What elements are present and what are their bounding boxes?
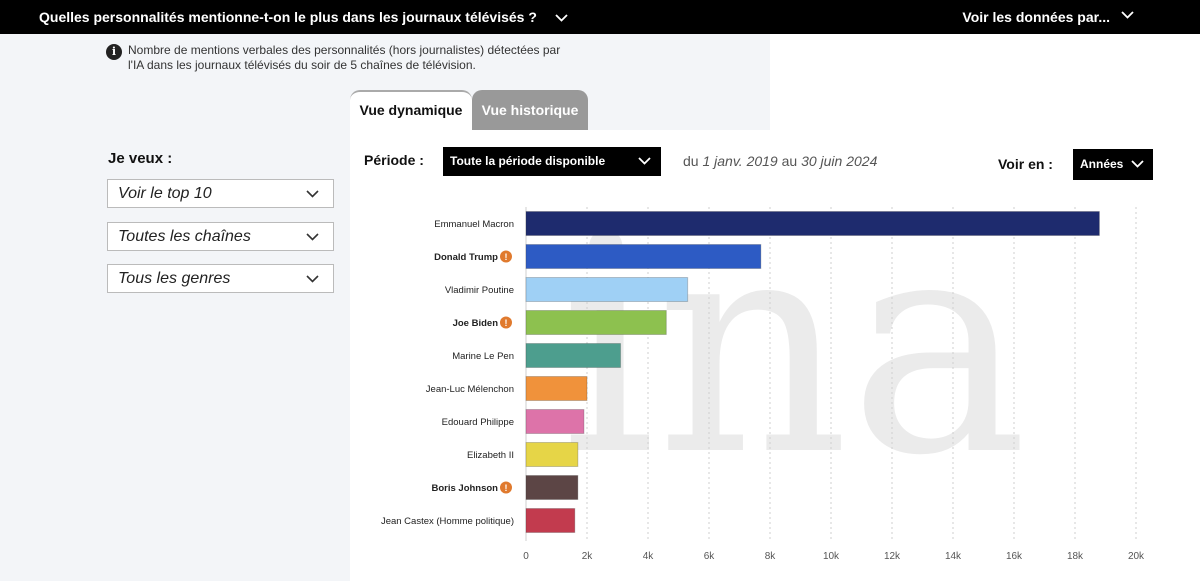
- tab-vue-dynamique[interactable]: Vue dynamique: [350, 90, 472, 130]
- info-text: Nombre de mentions verbales des personna…: [128, 43, 561, 72]
- question-text: Quelles personnalités mentionne-t-on le …: [39, 9, 537, 25]
- date-range-end: 30 juin 2024: [801, 153, 878, 169]
- header-background: [770, 34, 1200, 130]
- alert-icon[interactable]: [500, 250, 512, 263]
- category-label: Edouard Philippe: [442, 417, 514, 428]
- date-range: du 1 janv. 2019 au 30 juin 2024: [683, 153, 877, 169]
- bar[interactable]: [525, 310, 667, 335]
- top-select-value: Voir le top 10: [118, 185, 212, 202]
- chevron-down-icon: [1131, 160, 1144, 168]
- chevron-down-icon: [306, 275, 319, 283]
- bar[interactable]: [525, 343, 622, 368]
- category-label: Jean-Luc Mélenchon: [426, 384, 514, 395]
- chevron-down-icon: [1121, 11, 1134, 19]
- category-label: Joe Biden: [453, 318, 499, 329]
- x-tick-label: 4k: [643, 551, 655, 562]
- view-in-label: Voir en :: [998, 156, 1053, 172]
- view-in-select-value: Années: [1080, 157, 1124, 171]
- main-panel: [350, 130, 1200, 581]
- x-tick-label: 0: [523, 551, 529, 562]
- bar[interactable]: [525, 211, 1100, 236]
- genres-select-value: Tous les genres: [118, 270, 231, 287]
- date-range-prefix: du: [683, 153, 699, 169]
- category-label: Elizabeth II: [467, 450, 514, 461]
- info-icon: i: [106, 44, 122, 60]
- genres-select[interactable]: Tous les genres: [107, 264, 334, 293]
- bar[interactable]: [525, 475, 579, 500]
- bar[interactable]: [525, 277, 689, 302]
- x-tick-label: 2k: [582, 551, 594, 562]
- bar[interactable]: [525, 244, 762, 269]
- channels-select-value: Toutes les chaînes: [118, 228, 251, 245]
- top-bar: Quelles personnalités mentionne-t-on le …: [0, 0, 1200, 34]
- category-label: Donald Trump: [434, 252, 498, 263]
- alert-icon-glyph: !: [505, 483, 508, 493]
- x-tick-label: 16k: [1006, 551, 1023, 562]
- category-label: Boris Johnson: [431, 483, 498, 494]
- period-select[interactable]: Toute la période disponible: [443, 147, 661, 176]
- chevron-down-icon: [638, 157, 651, 165]
- x-tick-label: 8k: [765, 551, 777, 562]
- x-tick-label: 12k: [884, 551, 901, 562]
- ina-watermark: ina: [560, 195, 1028, 521]
- top-select[interactable]: Voir le top 10: [107, 179, 334, 208]
- channels-select[interactable]: Toutes les chaînes: [107, 222, 334, 251]
- bar[interactable]: [525, 442, 579, 467]
- view-data-text: Voir les données par...: [962, 9, 1110, 25]
- period-select-value: Toute la période disponible: [450, 154, 606, 168]
- x-tick-label: 20k: [1128, 551, 1145, 562]
- question-dropdown[interactable]: Quelles personnalités mentionne-t-on le …: [39, 9, 568, 25]
- bar-chart: ina Emmanuel Macron Donald Trump ! Vladimir…: [381, 195, 1145, 562]
- date-range-mid: au: [781, 153, 798, 169]
- x-tick-label: 18k: [1067, 551, 1084, 562]
- x-tick-label: 6k: [704, 551, 716, 562]
- chevron-down-icon: [306, 233, 319, 241]
- period-label: Période :: [364, 152, 424, 168]
- bar[interactable]: [525, 508, 576, 533]
- alert-icon[interactable]: [500, 316, 512, 329]
- x-tick-label: 10k: [823, 551, 840, 562]
- alert-icon[interactable]: [500, 481, 512, 494]
- alert-icon-glyph: !: [505, 318, 508, 328]
- date-range-start: 1 janv. 2019: [702, 153, 778, 169]
- bar[interactable]: [525, 409, 585, 434]
- category-label: Emmanuel Macron: [434, 219, 514, 230]
- category-label: Marine Le Pen: [452, 351, 514, 362]
- filters-heading: Je veux :: [108, 150, 173, 167]
- alert-icon-glyph: !: [505, 252, 508, 262]
- x-tick-label: 14k: [945, 551, 962, 562]
- view-in-select[interactable]: Années: [1073, 149, 1153, 180]
- chevron-down-icon: [306, 190, 319, 198]
- tab-vue-historique[interactable]: Vue historique: [472, 90, 588, 130]
- view-data-dropdown[interactable]: Voir les données par...: [962, 9, 1134, 25]
- category-label: Vladimir Poutine: [445, 285, 514, 296]
- chevron-down-icon: [555, 14, 568, 23]
- category-label: Jean Castex (Homme politique): [381, 516, 514, 527]
- bar[interactable]: [525, 376, 588, 401]
